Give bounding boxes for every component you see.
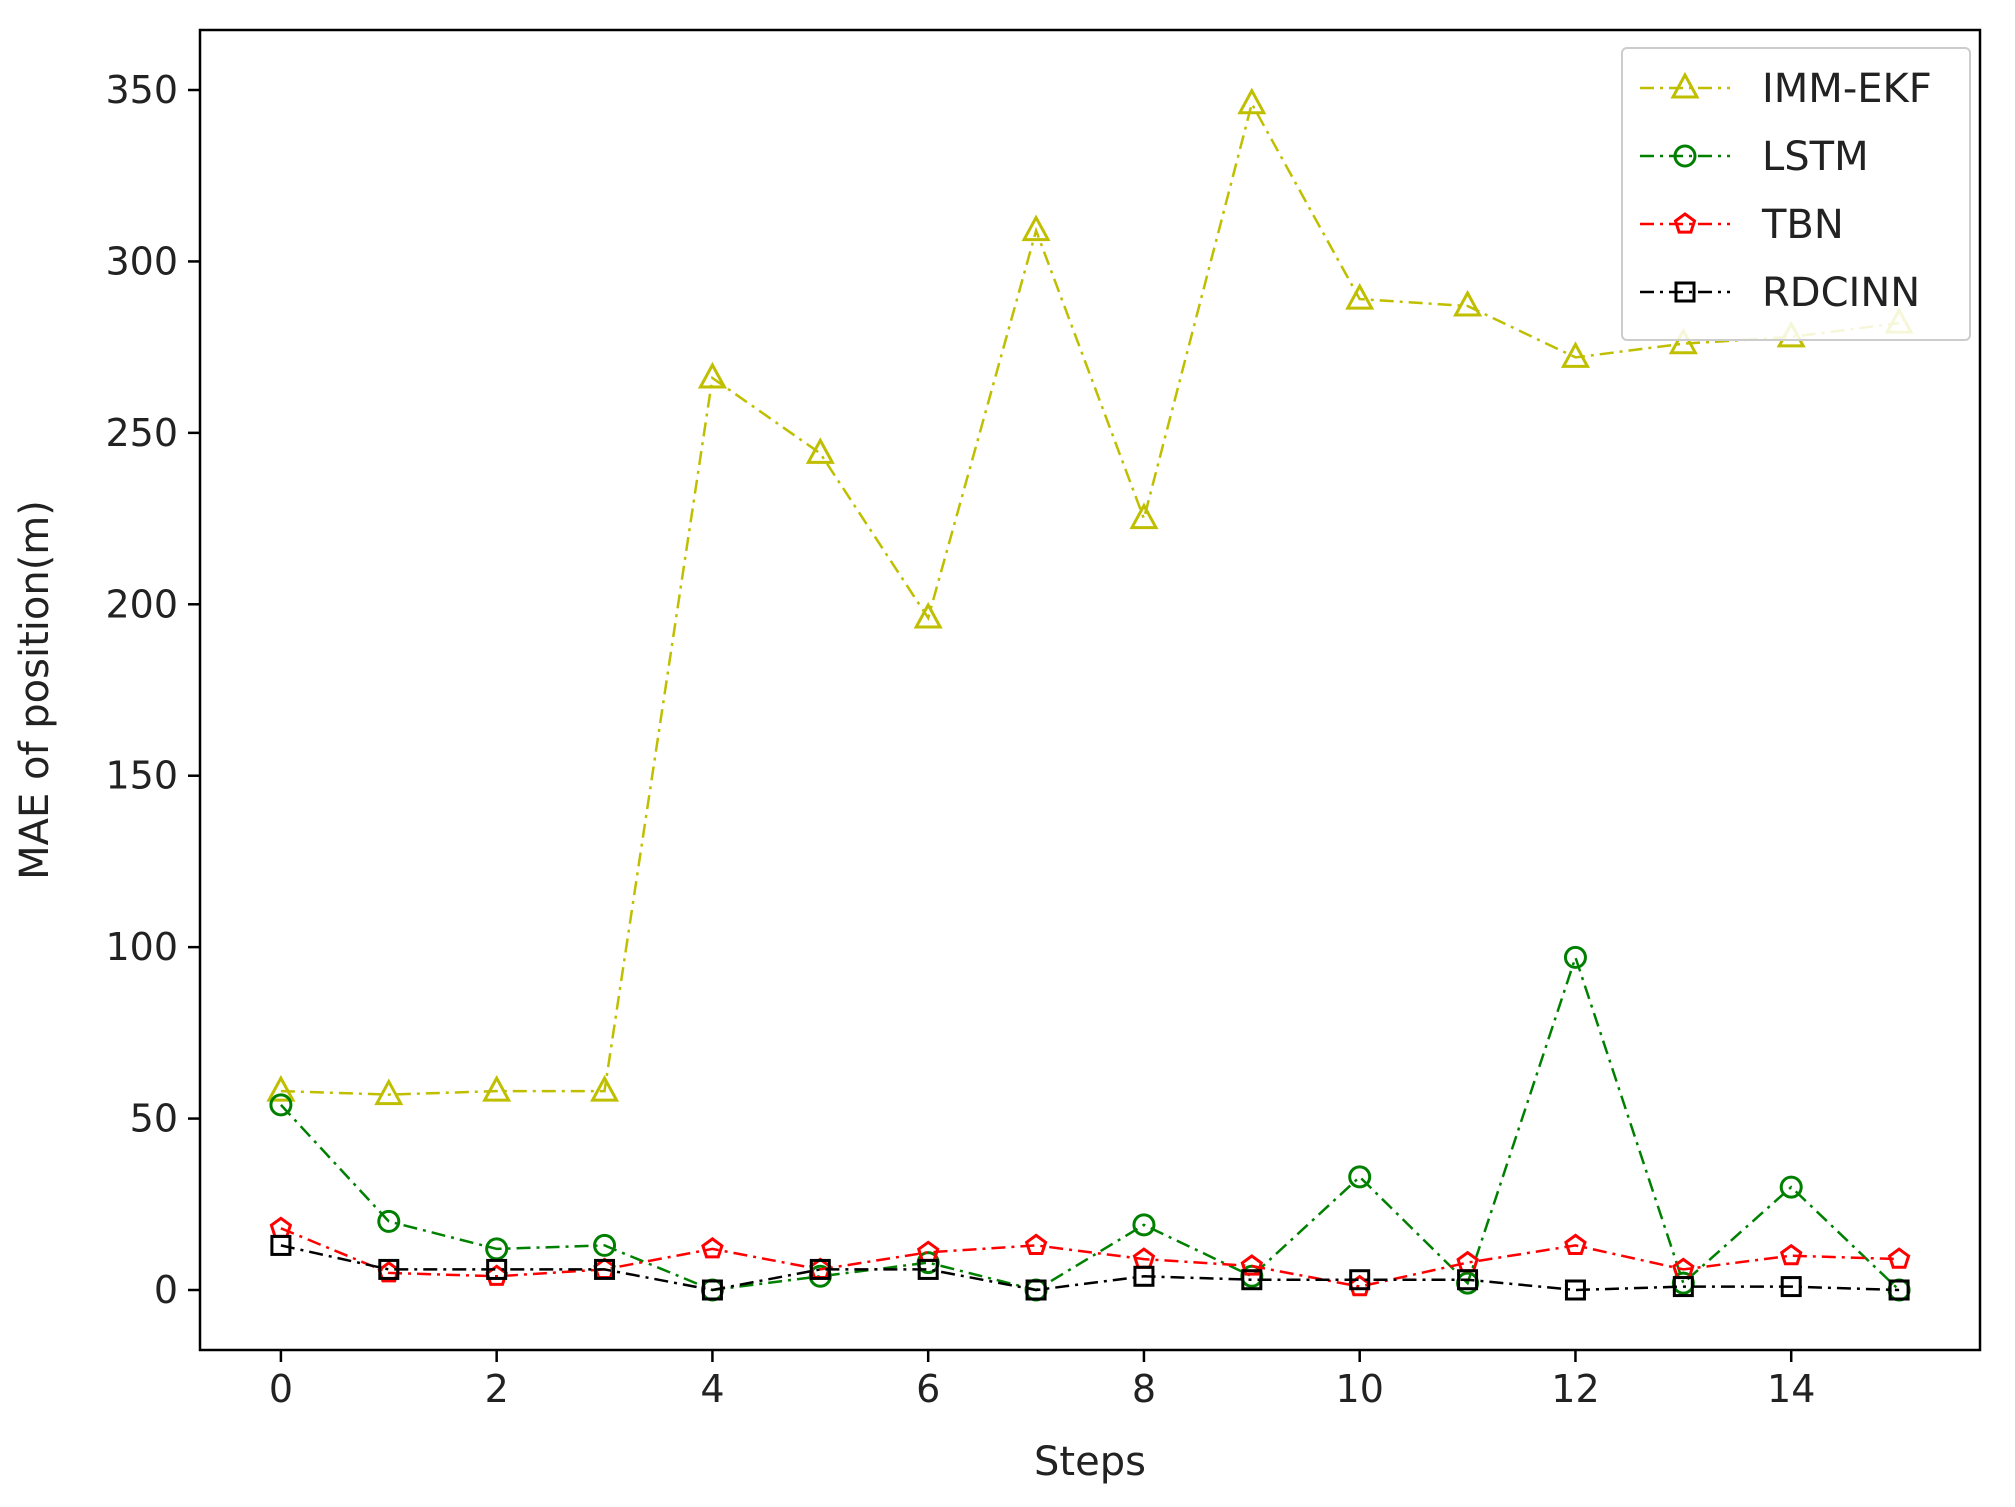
x-tick-label: 4 (700, 1367, 724, 1411)
data-point (697, 361, 727, 389)
series-line (280, 100, 1900, 1096)
data-point (1887, 1247, 1911, 1269)
data-point (266, 1075, 296, 1102)
x-tick-label: 8 (1132, 1367, 1156, 1411)
data-point (1345, 283, 1375, 310)
data-point (269, 1216, 293, 1238)
x-tick-label: 10 (1336, 1367, 1384, 1411)
data-point (1563, 945, 1587, 969)
data-point (485, 1237, 509, 1261)
data-point (1560, 341, 1590, 368)
data-point (805, 437, 835, 464)
series-rdcinn (270, 1234, 1910, 1301)
data-point (1672, 1276, 1694, 1298)
data-point (590, 1075, 620, 1102)
legend-marker (1673, 144, 1697, 168)
y-axis-label: MAE of position(m) (12, 500, 58, 880)
x-tick-label: 0 (269, 1367, 293, 1411)
data-point (701, 1237, 724, 1259)
data-point (378, 1258, 400, 1280)
data-point (269, 1093, 293, 1117)
series-lstm (269, 945, 1911, 1302)
legend-marker (1673, 212, 1697, 234)
data-point (913, 601, 943, 629)
data-point (1564, 1233, 1587, 1255)
data-point (1349, 1269, 1371, 1291)
legend-box (1621, 47, 1971, 341)
data-point (593, 1233, 617, 1257)
legend-marker (1674, 281, 1696, 303)
data-point (1021, 214, 1051, 242)
legend-item-rdcinn: RDCINN (1640, 270, 1920, 316)
data-point (594, 1258, 616, 1280)
data-point (270, 1234, 292, 1256)
series-line (279, 953, 1900, 1292)
series-imm-ekf (266, 87, 1914, 1106)
data-point (1564, 1279, 1586, 1301)
data-point (482, 1075, 512, 1102)
y-tick-label: 350 (105, 68, 178, 112)
legend-label: TBN (1761, 202, 1844, 248)
legend-label: LSTM (1762, 134, 1869, 180)
legend-item-tbn: TBN (1640, 202, 1844, 248)
legend-label: IMM-EKF (1762, 66, 1932, 112)
y-tick-label: 300 (105, 239, 178, 283)
x-tick-label: 6 (916, 1367, 940, 1411)
data-point (1779, 1175, 1803, 1199)
data-point (917, 1258, 939, 1280)
data-point (1668, 327, 1698, 355)
x-axis-label: Steps (1034, 1439, 1146, 1485)
y-tick-label: 150 (105, 754, 178, 798)
y-tick-label: 50 (130, 1097, 178, 1141)
data-point (1888, 1279, 1910, 1301)
data-point (1129, 502, 1159, 530)
plot-frame (198, 28, 1982, 1352)
y-axis-ticks: 0 50 100 150 200 250 300 350 (105, 68, 200, 1312)
series-line (280, 1227, 1900, 1288)
x-tick-label: 2 (485, 1367, 509, 1411)
data-point (1024, 1233, 1048, 1255)
data-point (1240, 1254, 1264, 1276)
data-point (701, 1279, 723, 1301)
legend-item-imm-ekf: IMM-EKF (1640, 66, 1932, 112)
data-point (1241, 1269, 1263, 1291)
data-point (1133, 1265, 1155, 1287)
data-point (377, 1209, 401, 1233)
legend-label: RDCINN (1762, 270, 1920, 316)
y-tick-label: 200 (105, 582, 178, 626)
data-point (374, 1078, 404, 1106)
data-point (1780, 1276, 1802, 1298)
data-point (1025, 1279, 1047, 1301)
plot-area (266, 87, 1914, 1302)
x-tick-label: 12 (1551, 1367, 1599, 1411)
data-point (1348, 1165, 1372, 1189)
data-point (809, 1258, 831, 1280)
data-point (486, 1258, 508, 1280)
data-point (1237, 87, 1267, 115)
legend-item-lstm: LSTM (1640, 134, 1869, 180)
data-point (1457, 1269, 1479, 1291)
y-tick-label: 0 (154, 1268, 178, 1312)
x-tick-label: 14 (1767, 1367, 1815, 1411)
series-line (280, 1244, 1900, 1292)
data-point (1456, 1250, 1479, 1273)
legend: IMM-EKF LSTM TBN RDCINN (1621, 47, 1971, 341)
y-tick-label: 100 (105, 925, 178, 969)
data-point (1779, 1243, 1803, 1266)
x-axis-ticks: 0 2 4 6 8 10 12 14 (269, 1350, 1815, 1411)
data-point (1453, 289, 1483, 317)
legend-marker (1670, 71, 1700, 99)
y-tick-label: 250 (105, 411, 178, 455)
data-point (1132, 1213, 1156, 1237)
